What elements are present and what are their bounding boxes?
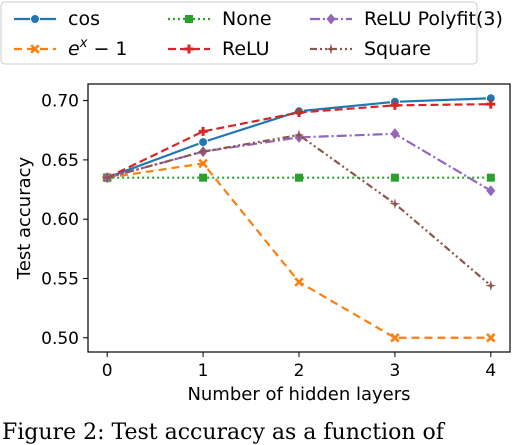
legend-marker-square [325, 43, 337, 55]
legend-swatch-cos [14, 14, 56, 24]
legend: cos ex − 1 None ReLU ReLU Polyfit(3) Squ… [0, 1, 503, 65]
data-point-square [389, 198, 401, 210]
x-axis-label: Number of hidden layers [187, 384, 410, 405]
legend-frame [0, 1, 478, 65]
data-point-none [486, 173, 495, 182]
legend-swatch-e-x-1 [14, 44, 56, 54]
data-point-none [199, 173, 208, 182]
data-point-relu [198, 126, 208, 136]
series-e-x-1 [102, 158, 496, 343]
legend-swatch-relu [168, 44, 210, 54]
data-point-none [295, 173, 303, 182]
legend-label-relu: ReLU [222, 38, 270, 60]
y-axis-label: Test accuracy [14, 156, 35, 280]
x-tick-label: 2 [294, 361, 305, 381]
legend-marker-e-x-1 [30, 44, 40, 54]
data-point-e-x-1 [198, 158, 208, 169]
data-point-square [293, 129, 305, 141]
data-point-e-x-1 [390, 333, 400, 343]
legend-marker-relu [184, 44, 194, 54]
data-point-square [101, 172, 113, 184]
legend-swatch-square [310, 43, 352, 55]
series-line-e-x-1 [107, 162, 491, 339]
figure-caption: Figure 2: Test accuracy as a function of [2, 420, 444, 445]
plot-area [87, 83, 511, 353]
legend-swatch-none [168, 15, 210, 23]
legend-swatch-relu-polyfit-3 [310, 13, 352, 25]
data-point-square [197, 146, 209, 158]
data-point-relu-polyfit-3 [486, 185, 496, 197]
x-tick-label: 0 [102, 361, 113, 381]
data-point-none [390, 173, 399, 182]
line-chart: cos ex − 1 None ReLU ReLU Polyfit(3) Squ… [0, 1, 511, 405]
legend-label-none: None [222, 8, 272, 30]
legend-label-square: Square [364, 38, 431, 60]
legend-label-cos: cos [68, 8, 100, 30]
legend-label-exp: ex − 1 [68, 36, 128, 60]
y-tick-label: 0.60 [41, 210, 79, 230]
data-point-relu-polyfit-3 [390, 128, 400, 140]
legend-marker-relu-polyfit-3 [326, 13, 336, 25]
data-point-relu [486, 99, 496, 109]
x-tick-label: 1 [198, 361, 209, 381]
legend-label-relu-polyfit: ReLU Polyfit(3) [364, 8, 503, 30]
legend-marker-none [185, 15, 193, 23]
data-point-cos [198, 137, 209, 148]
data-point-relu [294, 107, 304, 117]
series-square [101, 129, 497, 292]
axis-ticks: 0.50 0.55 0.60 0.65 0.70 0 1 2 3 4 [41, 92, 496, 381]
data-point-e-x-1 [486, 333, 496, 343]
data-point-e-x-1 [294, 277, 304, 287]
x-tick-label: 3 [389, 361, 400, 381]
series-layer [101, 93, 497, 343]
data-point-relu [390, 100, 400, 110]
series-none [103, 173, 495, 182]
data-point-square [485, 280, 497, 292]
y-tick-label: 0.65 [41, 151, 79, 171]
legend-marker-cos [30, 14, 40, 24]
series-line-relu-polyfit-3 [106, 132, 492, 192]
y-tick-label: 0.50 [41, 329, 79, 349]
y-tick-label: 0.55 [41, 269, 79, 289]
x-tick-label: 4 [485, 361, 496, 381]
y-tick-label: 0.70 [41, 92, 79, 112]
